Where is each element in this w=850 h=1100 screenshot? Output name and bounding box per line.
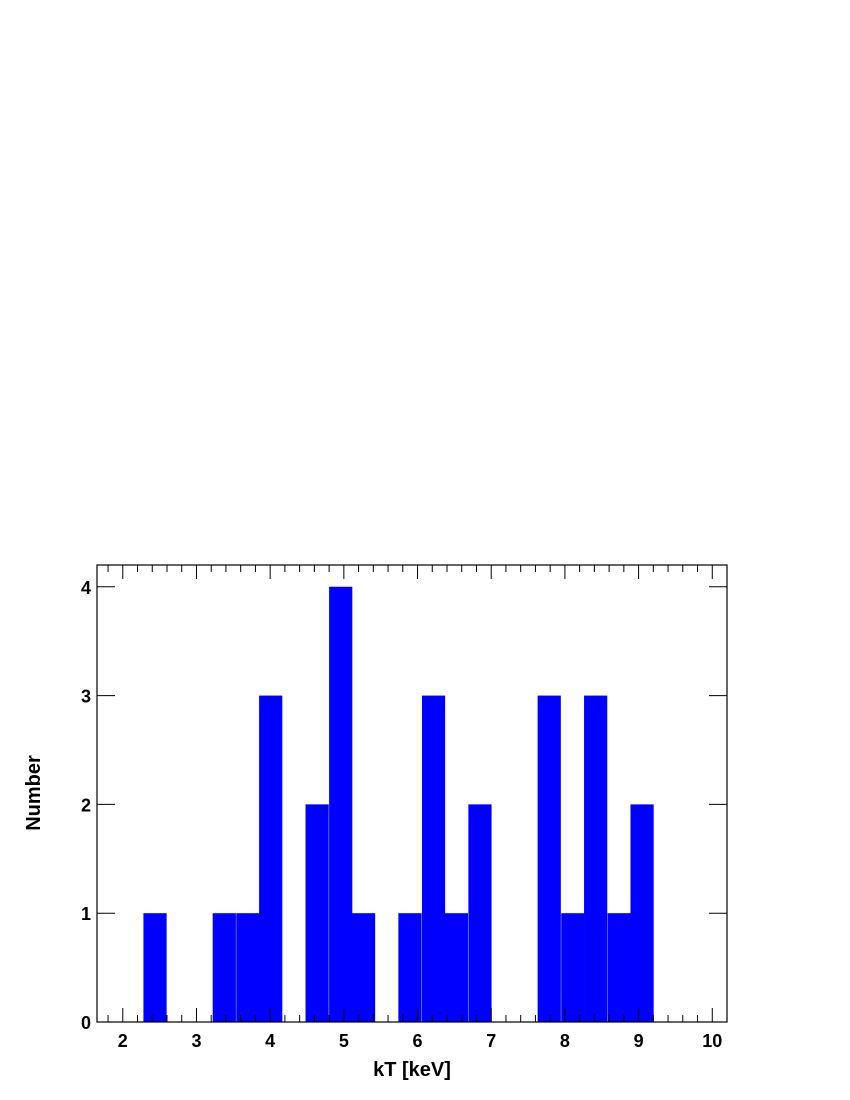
histogram-bar-12 <box>561 913 585 1022</box>
x-tick-label: 10 <box>702 1031 722 1051</box>
histogram-bar-13 <box>584 695 608 1022</box>
histogram-bar-8 <box>421 695 446 1022</box>
histogram-bar-1 <box>212 913 236 1022</box>
x-tick-label: 8 <box>560 1031 570 1051</box>
histogram-bar-15 <box>630 804 654 1022</box>
y-tick-label: 0 <box>81 1013 91 1033</box>
y-tick-label: 3 <box>81 687 91 707</box>
y-tick-label: 1 <box>81 904 91 924</box>
histogram-bar-9 <box>444 913 468 1022</box>
histogram-bar-7 <box>398 913 422 1022</box>
tick-labels-group: 2 3 4 5 6 7 8 9 10 0 1 2 3 4 <box>81 578 722 1051</box>
histogram-bar-3 <box>259 695 283 1022</box>
histogram-bar-14 <box>607 913 631 1022</box>
x-tick-label: 2 <box>118 1031 128 1051</box>
plot-frame <box>96 564 728 1023</box>
histogram-bar-2 <box>236 913 260 1022</box>
histogram-bar-10 <box>468 804 492 1022</box>
x-tick-label: 3 <box>191 1031 201 1051</box>
y-tick-label: 4 <box>81 578 91 598</box>
histogram-bar-6 <box>351 913 376 1022</box>
bars-group <box>143 586 654 1022</box>
x-tick-label: 4 <box>265 1031 275 1051</box>
histogram-bar-0 <box>143 913 167 1022</box>
y-tick-label: 2 <box>81 795 91 815</box>
x-axis-label: kT [keV] <box>373 1059 451 1081</box>
x-tick-label: 5 <box>339 1031 349 1051</box>
histogram-bar-11 <box>537 695 561 1022</box>
histogram-bar-5 <box>329 586 353 1022</box>
y-axis-label: Number <box>23 755 45 831</box>
x-tick-label: 6 <box>413 1031 423 1051</box>
x-tick-label: 9 <box>634 1031 644 1051</box>
x-tick-label: 7 <box>486 1031 496 1051</box>
ticks-group <box>97 565 728 1023</box>
histogram-bar-4 <box>305 804 329 1022</box>
